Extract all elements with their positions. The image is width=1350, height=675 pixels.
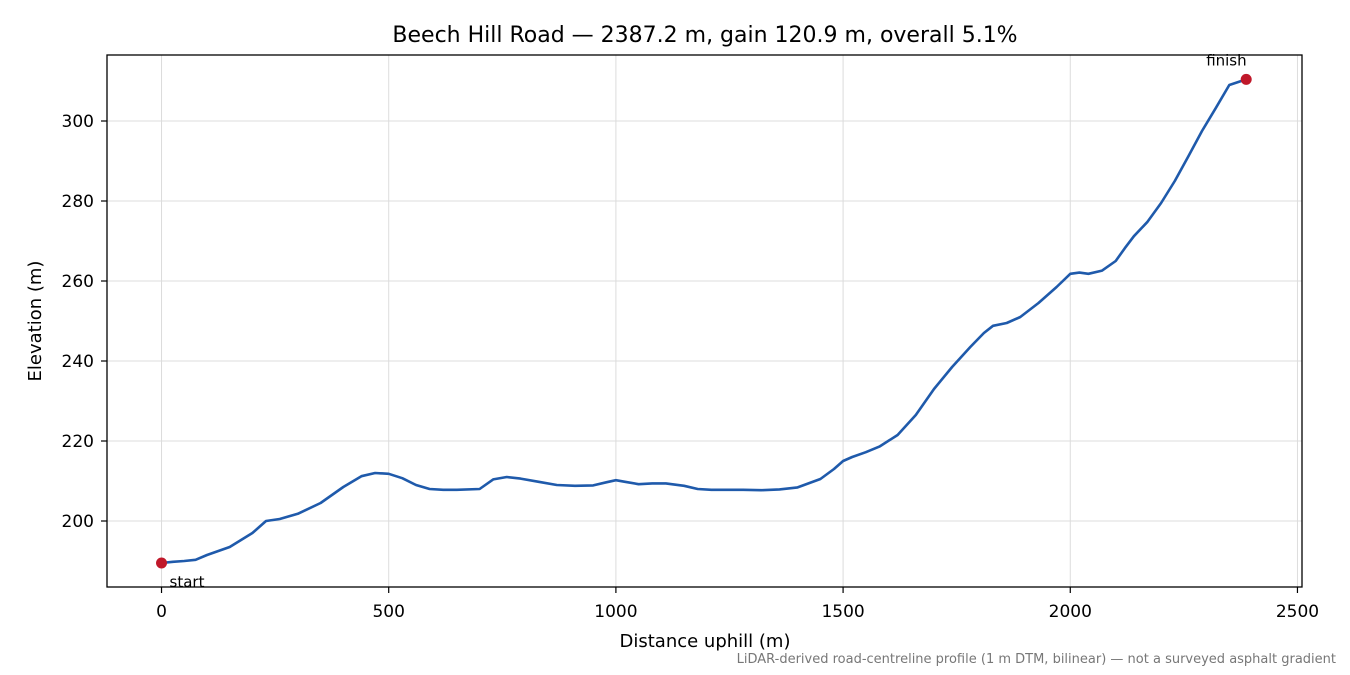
y-tick-label: 300 [62,112,94,132]
chart-title: Beech Hill Road — 2387.2 m, gain 120.9 m… [392,23,1017,48]
plot-frame [106,54,1303,588]
chart-footnote: LiDAR-derived road-centreline profile (1… [736,652,1336,667]
start-marker [156,557,168,569]
grid [107,55,1302,587]
x-tick-label: 2500 [1276,602,1319,622]
x-tick-label: 1000 [594,602,637,622]
finish-label: finish [1206,51,1246,69]
y-axis-ticks: 200 220 240 260 280 300 [62,112,107,532]
x-tick-label: 2000 [1049,602,1092,622]
y-tick-label: 260 [62,272,94,292]
elevation-profile-line [160,78,1248,565]
y-tick-label: 240 [62,352,94,372]
x-axis-ticks: 0 500 1000 1500 2000 2500 [156,587,1319,622]
x-tick-label: 0 [156,602,167,622]
x-tick-label: 1500 [821,602,864,622]
start-label: start [170,573,205,591]
y-tick-label: 200 [62,512,94,532]
x-axis-label: Distance uphill (m) [620,631,791,652]
x-tick-label: 500 [372,602,404,622]
finish-marker [1240,73,1252,85]
endpoint-markers: start finish [156,51,1252,591]
y-tick-label: 220 [62,432,94,452]
y-tick-label: 280 [62,192,94,212]
y-axis-label: Elevation (m) [25,261,46,382]
